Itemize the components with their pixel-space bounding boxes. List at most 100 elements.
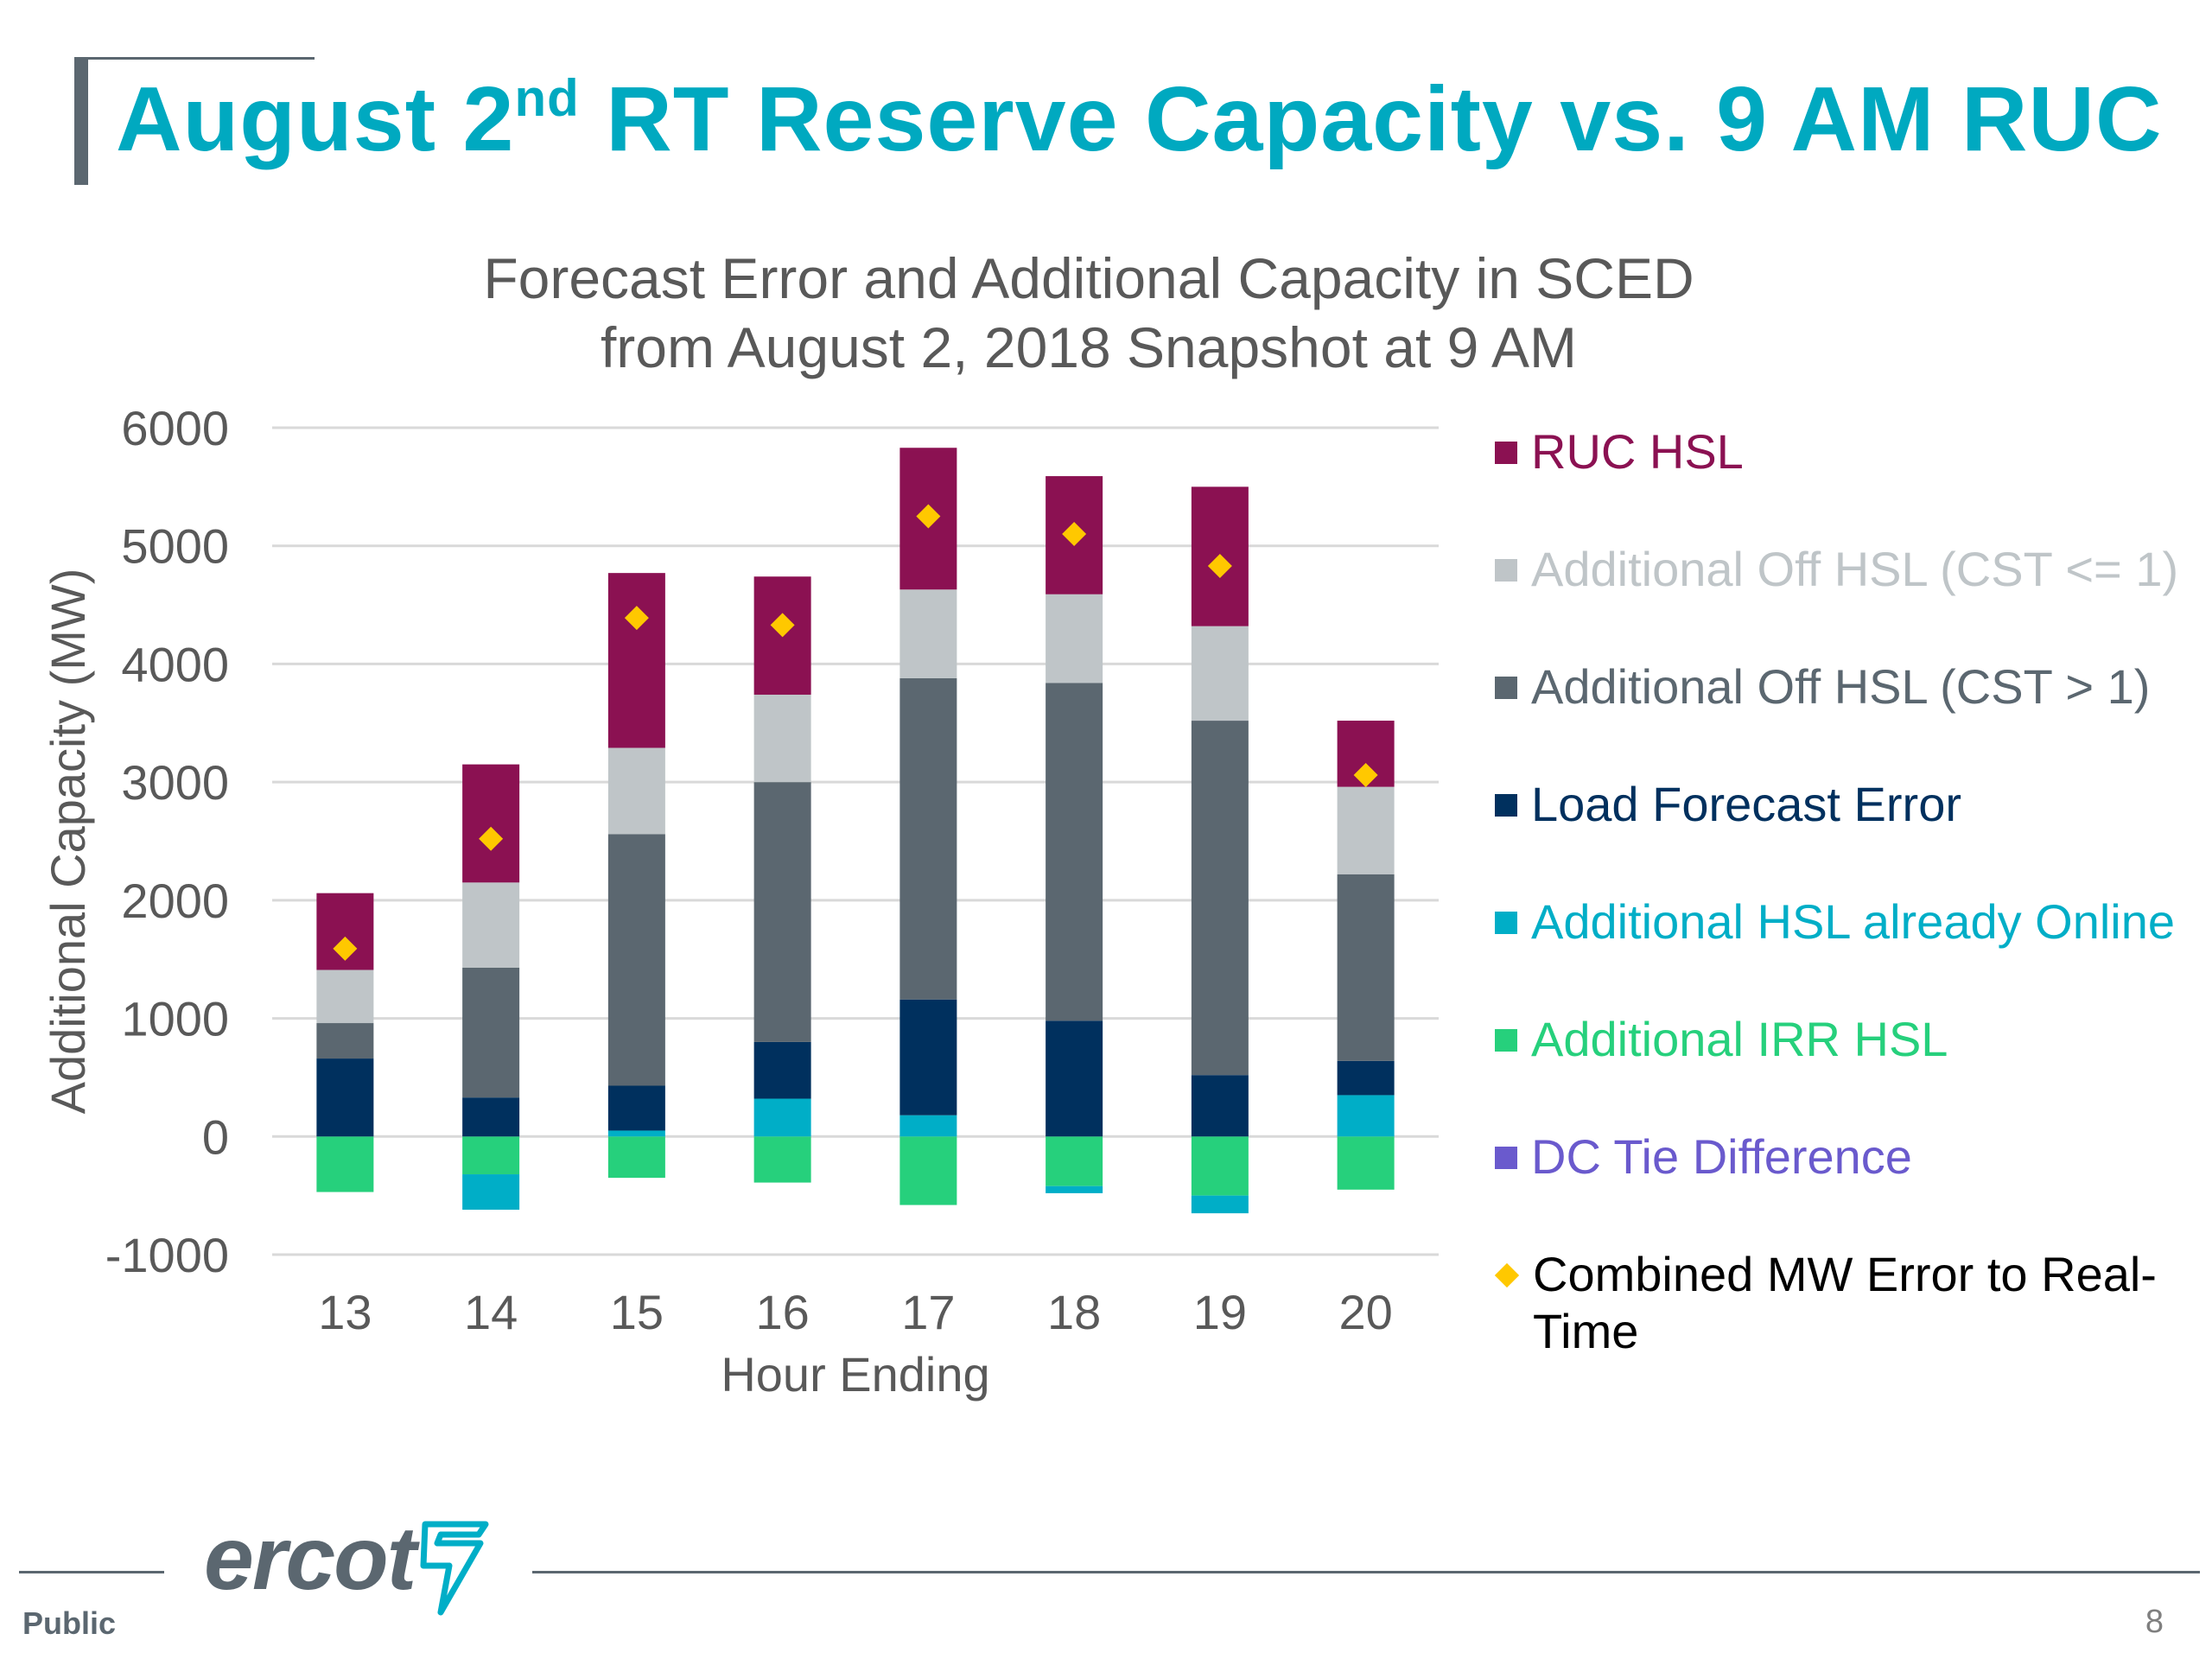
bar-segment — [316, 1023, 374, 1059]
bar-segment — [1046, 1185, 1103, 1193]
bar-segment — [316, 1058, 374, 1137]
bar-segment — [753, 782, 811, 1042]
legend-item: DC Tie Difference — [1495, 1128, 1912, 1185]
title-accent-bar — [74, 57, 88, 185]
slide-title-main: August 2 — [116, 68, 515, 170]
bar-segment — [462, 764, 520, 883]
bar-segment — [1046, 594, 1103, 683]
legend-swatch — [1495, 1147, 1517, 1169]
chart-title: Forecast Error and Additional Capacity i… — [259, 244, 1918, 382]
combined-error-marker — [624, 606, 649, 631]
combined-error-marker — [770, 613, 795, 638]
bar-segment — [1191, 1075, 1249, 1137]
y-tick-label: 6000 — [121, 401, 229, 455]
legend-swatch — [1495, 1029, 1517, 1052]
bar-segment — [1337, 874, 1395, 1061]
legend-item: Load Forecast Error — [1495, 776, 1961, 833]
y-tick-label: 1000 — [121, 992, 229, 1046]
combined-error-marker — [333, 936, 358, 961]
legend-item: Additional Off HSL (CST <= 1) — [1495, 541, 2178, 598]
legend-item: RUC HSL — [1495, 423, 1744, 480]
x-tick-label: 17 — [901, 1285, 955, 1339]
x-tick-label: 16 — [755, 1285, 809, 1339]
bar-segment — [1191, 626, 1249, 721]
bar-segment — [607, 1085, 665, 1131]
legend-label: Additional Off HSL (CST <= 1) — [1531, 542, 2179, 596]
bar-segment — [1337, 1060, 1395, 1096]
legend-swatch — [1495, 794, 1517, 817]
y-axis-title: Additional Capacity (MW) — [41, 569, 95, 1115]
legend-swatch — [1495, 677, 1517, 699]
bar-segment — [753, 1098, 811, 1137]
y-tick-label: -1000 — [105, 1228, 229, 1282]
ercot-logo: ercot — [204, 1509, 416, 1609]
bar-segment — [316, 1136, 374, 1192]
bar-segment — [1337, 786, 1395, 874]
x-tick-label: 15 — [610, 1285, 664, 1339]
combined-error-marker — [1062, 522, 1087, 547]
legend-label: Additional Off HSL (CST > 1) — [1531, 659, 2151, 714]
legend-item: Combined MW Error to Real-Time — [1494, 1246, 2190, 1360]
legend-swatch — [1495, 442, 1517, 464]
x-tick-label: 18 — [1047, 1285, 1101, 1339]
legend-item: Additional IRR HSL — [1495, 1011, 1948, 1068]
bar-segment — [607, 834, 665, 1086]
y-tick-label: 3000 — [121, 755, 229, 810]
legend-label: Load Forecast Error — [1531, 777, 1961, 831]
bar-segment — [462, 1097, 520, 1137]
bar-segment — [462, 967, 520, 1098]
x-tick-label: 19 — [1193, 1285, 1247, 1339]
x-tick-label: 14 — [464, 1285, 518, 1339]
x-axis-title: Hour Ending — [721, 1347, 989, 1402]
legend-swatch — [1494, 1262, 1520, 1288]
bar-segment — [462, 882, 520, 968]
bar-segment — [1337, 1136, 1395, 1190]
combined-error-marker — [479, 826, 504, 851]
page-number: 8 — [2145, 1604, 2164, 1640]
bar-segment — [1046, 1136, 1103, 1186]
bar-segment — [607, 1130, 665, 1137]
bar-segment — [1191, 1195, 1249, 1214]
bar-segment — [899, 999, 957, 1116]
bar-segment — [607, 573, 665, 748]
bar-segment — [899, 677, 957, 1000]
legend-swatch — [1495, 912, 1517, 934]
footer-classification: Public — [22, 1605, 117, 1641]
y-tick-label: 0 — [202, 1109, 229, 1164]
stacked-bar-chart: -1000 0 1000 2000 3000 4000 5000 6000 Additional… — [41, 401, 1439, 1402]
bar-segment — [753, 1136, 811, 1183]
slide-title-rest: RT Reserve Capacity vs. 9 AM RUC — [579, 68, 2163, 170]
combined-error-marker — [916, 504, 941, 529]
legend-item: Additional Off HSL (CST > 1) — [1495, 658, 2150, 715]
bar-segment — [753, 694, 811, 783]
y-tick-label: 4000 — [121, 637, 229, 691]
chart-title-line2: from August 2, 2018 Snapshot at 9 AM — [600, 315, 1578, 379]
bar-segment — [1337, 1095, 1395, 1137]
bar-segment — [462, 1174, 520, 1211]
bar-segment — [462, 1136, 520, 1175]
y-tick-label: 5000 — [121, 519, 229, 574]
combined-error-marker — [1353, 762, 1378, 787]
ercot-logo-mark-icon — [420, 1521, 489, 1616]
chart-title-line1: Forecast Error and Additional Capacity i… — [483, 246, 1694, 310]
y-tick-label: 2000 — [121, 874, 229, 928]
bar-segment — [1191, 721, 1249, 1076]
footer-divider-left — [19, 1571, 164, 1573]
bar-segment — [1046, 1020, 1103, 1137]
bar-segment — [316, 969, 374, 1024]
x-tick-label: 20 — [1338, 1285, 1392, 1339]
legend-label: Additional HSL already Online — [1531, 894, 2176, 949]
bar-segment — [1046, 683, 1103, 1021]
footer-divider-right — [532, 1571, 2200, 1573]
legend-label: Combined MW Error to Real-Time — [1533, 1247, 2157, 1358]
slide-title: August 2nd RT Reserve Capacity vs. 9 AM … — [116, 67, 2163, 172]
title-accent-rule — [74, 57, 315, 60]
legend-swatch — [1495, 559, 1517, 582]
bar-segment — [607, 747, 665, 835]
legend-item: Additional HSL already Online — [1495, 893, 2175, 950]
slide-title-superscript: nd — [514, 69, 580, 127]
bar-segment — [1191, 1136, 1249, 1196]
legend-label: RUC HSL — [1531, 424, 1744, 479]
bar-segment — [607, 1136, 665, 1179]
bar-segment — [899, 1115, 957, 1137]
